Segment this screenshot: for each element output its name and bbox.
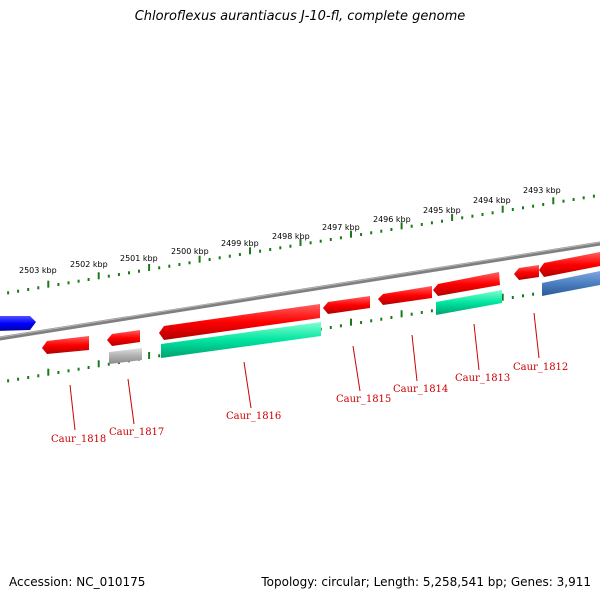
gene-caur-1813-rna[interactable] [436,290,502,315]
gene-label[interactable]: Caur_1812 [513,362,568,373]
gene-label[interactable]: Caur_1813 [455,373,510,384]
genome-backbone [0,241,600,341]
gene-label[interactable]: Caur_1815 [336,394,391,405]
ruler-label: 2493 kbp [523,186,561,195]
genome-backbone-highlight [0,241,600,338]
ruler-label: 2502 kbp [70,260,108,269]
gene-caur-1814-cds[interactable] [378,286,432,305]
gene-caur-1816-cds[interactable] [159,304,320,340]
gene-caur-1818-cds[interactable] [42,336,89,354]
ruler-label: 2501 kbp [120,254,158,263]
outer-ruler [7,194,595,295]
gene-caur-1813-cds[interactable] [433,272,500,296]
gene-caur-1817-pseudo[interactable] [109,348,142,364]
gene-caur-1815-cds[interactable] [323,296,370,314]
gene-next-cds[interactable] [539,252,600,277]
feature-left-partial[interactable] [0,316,36,331]
ruler-label: 2503 kbp [19,266,57,275]
ruler-label: 2500 kbp [171,247,209,256]
ruler-label: 2497 kbp [322,223,360,232]
accession-label: Accession: NC_010175 [9,575,146,589]
gene-label[interactable]: Caur_1817 [109,427,164,438]
map-title: Chloroflexus aurantiacus J-10-fl, comple… [134,9,466,24]
gene-leaders [69,312,540,431]
ruler-label: 2494 kbp [473,196,511,205]
ruler-label: 2496 kbp [373,215,411,224]
gene-label[interactable]: Caur_1814 [393,384,448,395]
gene-right-other-strand[interactable] [542,271,600,296]
gene-caur-1817-cds[interactable] [107,330,140,346]
gene-labels: Caur_1818 Caur_1817 Caur_1816 Caur_1815 … [51,362,568,445]
ruler-label: 2498 kbp [272,232,310,241]
genome-summary: Topology: circular; Length: 5,258,541 bp… [261,575,591,589]
ruler-label: 2495 kbp [423,206,461,215]
ruler-label: 2499 kbp [221,239,259,248]
gene-caur-1816-rna[interactable] [161,322,321,358]
gene-label[interactable]: Caur_1816 [226,411,281,422]
gene-label[interactable]: Caur_1818 [51,434,106,445]
gene-caur-1812-cds[interactable] [514,265,539,280]
ruler-labels: 2503 kbp 2502 kbp 2501 kbp 2500 kbp 2499… [19,186,561,275]
